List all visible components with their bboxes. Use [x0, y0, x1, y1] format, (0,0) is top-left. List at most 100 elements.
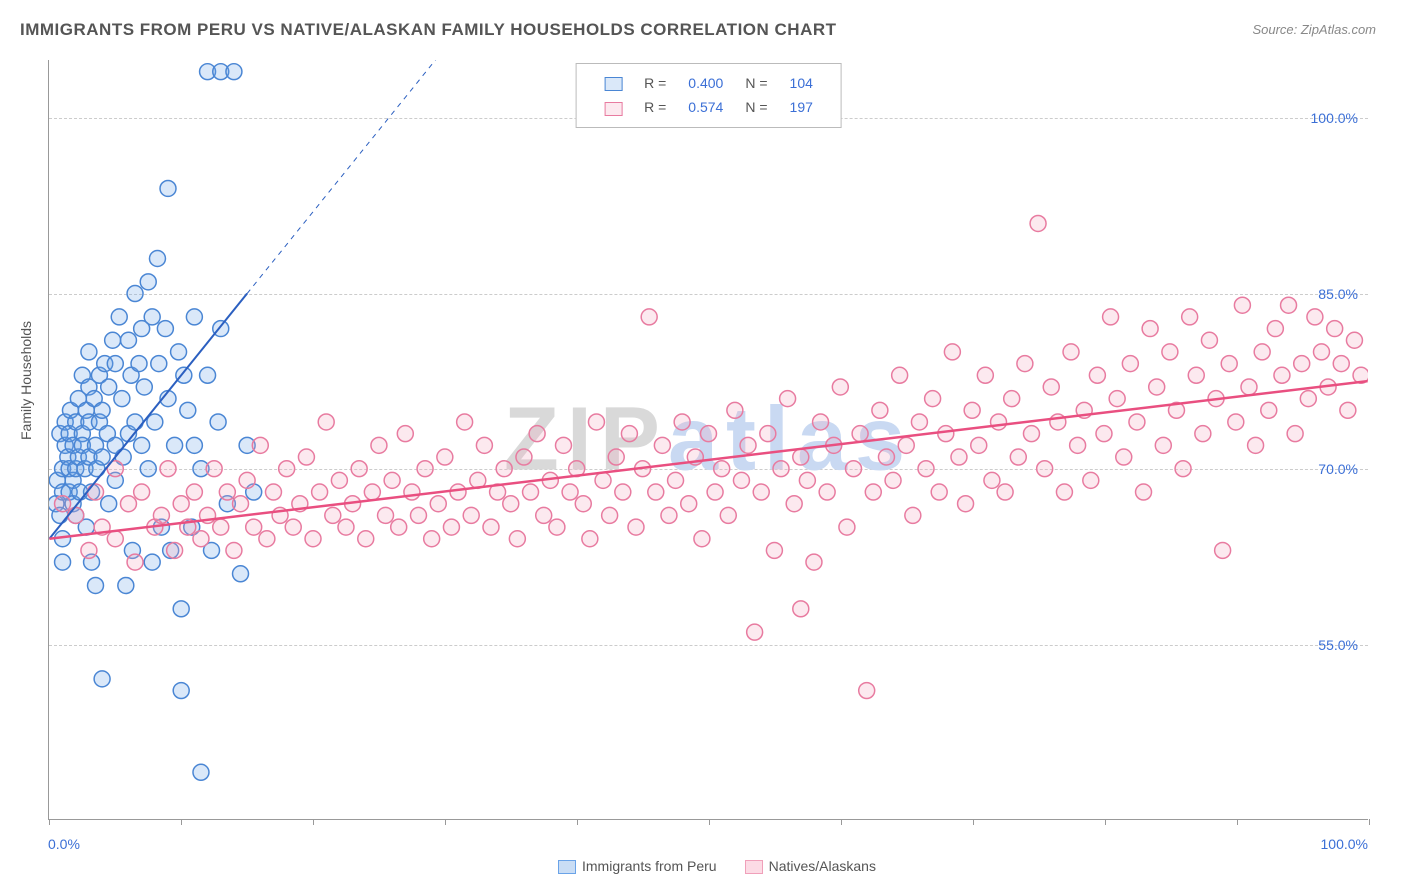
scatter-point-natives — [318, 414, 334, 430]
scatter-point-natives — [1070, 437, 1086, 453]
legend-label: Immigrants from Peru — [582, 858, 717, 874]
scatter-point-natives — [1234, 297, 1250, 313]
scatter-point-natives — [1116, 449, 1132, 465]
scatter-point-natives — [1037, 461, 1053, 477]
scatter-point-peru — [200, 367, 216, 383]
scatter-point-natives — [378, 507, 394, 523]
scatter-point-peru — [81, 344, 97, 360]
chart-title: IMMIGRANTS FROM PERU VS NATIVE/ALASKAN F… — [20, 20, 837, 40]
scatter-point-peru — [136, 379, 152, 395]
scatter-point-natives — [219, 484, 235, 500]
scatter-point-peru — [120, 332, 136, 348]
scatter-point-natives — [793, 601, 809, 617]
scatter-point-peru — [186, 309, 202, 325]
scatter-point-peru — [127, 286, 143, 302]
scatter-point-natives — [898, 437, 914, 453]
scatter-point-natives — [523, 484, 539, 500]
scatter-point-natives — [252, 437, 268, 453]
scatter-point-peru — [149, 251, 165, 267]
scatter-point-peru — [88, 577, 104, 593]
scatter-point-natives — [1109, 391, 1125, 407]
scatter-point-natives — [1182, 309, 1198, 325]
scatter-point-natives — [503, 496, 519, 512]
scatter-point-natives — [793, 449, 809, 465]
legend-r-value: 0.400 — [678, 72, 733, 94]
scatter-point-natives — [832, 379, 848, 395]
scatter-point-natives — [1228, 414, 1244, 430]
scatter-point-natives — [588, 414, 604, 430]
scatter-point-natives — [780, 391, 796, 407]
x-tick-mark — [841, 819, 842, 825]
scatter-point-natives — [562, 484, 578, 500]
scatter-point-natives — [107, 531, 123, 547]
x-tick-mark — [49, 819, 50, 825]
scatter-point-natives — [885, 472, 901, 488]
scatter-point-natives — [193, 531, 209, 547]
scatter-point-natives — [621, 426, 637, 442]
scatter-point-natives — [1267, 321, 1283, 337]
scatter-point-natives — [872, 402, 888, 418]
scatter-point-natives — [654, 437, 670, 453]
legend-n-value: 104 — [780, 72, 823, 94]
scatter-point-natives — [931, 484, 947, 500]
scatter-point-natives — [404, 484, 420, 500]
scatter-point-natives — [226, 542, 242, 558]
scatter-point-natives — [1043, 379, 1059, 395]
scatter-point-natives — [1195, 426, 1211, 442]
x-tick-mark — [1369, 819, 1370, 825]
scatter-point-natives — [773, 461, 789, 477]
scatter-point-natives — [206, 461, 222, 477]
scatter-point-natives — [134, 484, 150, 500]
scatter-point-natives — [694, 531, 710, 547]
scatter-point-natives — [595, 472, 611, 488]
scatter-point-peru — [173, 683, 189, 699]
scatter-point-natives — [417, 461, 433, 477]
scatter-point-natives — [1314, 344, 1330, 360]
legend-r-label: R = — [634, 72, 676, 94]
scatter-point-natives — [338, 519, 354, 535]
scatter-point-natives — [351, 461, 367, 477]
scatter-point-natives — [325, 507, 341, 523]
scatter-point-natives — [977, 367, 993, 383]
scatter-point-natives — [186, 484, 202, 500]
scatter-point-natives — [424, 531, 440, 547]
x-tick-mark — [181, 819, 182, 825]
scatter-point-peru — [134, 437, 150, 453]
legend-n-value: 197 — [780, 96, 823, 118]
scatter-point-natives — [371, 437, 387, 453]
correlation-legend-table: R =0.400N =104R =0.574N =197 — [592, 70, 825, 121]
scatter-point-natives — [529, 426, 545, 442]
scatter-point-natives — [1149, 379, 1165, 395]
scatter-point-peru — [118, 577, 134, 593]
scatter-point-natives — [582, 531, 598, 547]
scatter-point-peru — [94, 449, 110, 465]
scatter-point-natives — [120, 496, 136, 512]
scatter-point-natives — [984, 472, 1000, 488]
scatter-point-natives — [509, 531, 525, 547]
scatter-point-natives — [1307, 309, 1323, 325]
scatter-point-natives — [1017, 356, 1033, 372]
scatter-point-natives — [549, 519, 565, 535]
legend-r-value: 0.574 — [678, 96, 733, 118]
scatter-point-natives — [944, 344, 960, 360]
scatter-point-natives — [160, 461, 176, 477]
x-tick-mark — [1237, 819, 1238, 825]
scatter-point-natives — [1030, 215, 1046, 231]
scatter-point-natives — [720, 507, 736, 523]
scatter-point-natives — [1294, 356, 1310, 372]
scatter-point-natives — [674, 414, 690, 430]
scatter-point-peru — [114, 391, 130, 407]
y-axis-label: Family Households — [18, 321, 34, 440]
scatter-point-peru — [233, 566, 249, 582]
scatter-point-natives — [298, 449, 314, 465]
x-tick-mark — [709, 819, 710, 825]
scatter-point-peru — [176, 367, 192, 383]
scatter-point-peru — [140, 274, 156, 290]
scatter-point-natives — [279, 461, 295, 477]
scatter-point-natives — [1155, 437, 1171, 453]
scatter-point-peru — [171, 344, 187, 360]
trendline-natives — [49, 381, 1367, 539]
chart-container: IMMIGRANTS FROM PERU VS NATIVE/ALASKAN F… — [0, 0, 1406, 892]
legend-label: Natives/Alaskans — [769, 858, 876, 874]
scatter-point-peru — [144, 309, 160, 325]
